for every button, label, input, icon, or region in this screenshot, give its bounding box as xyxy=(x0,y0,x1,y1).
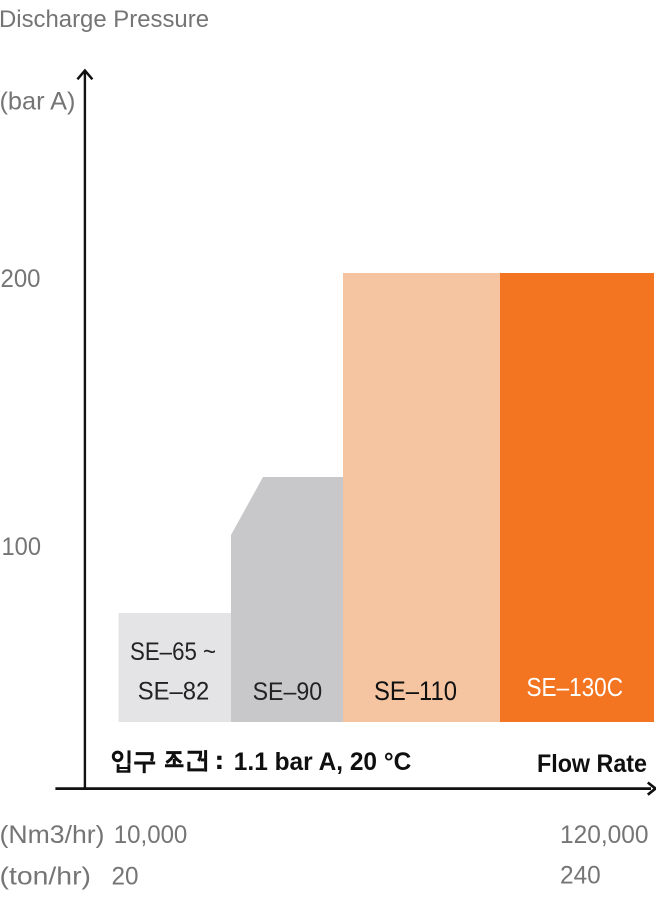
svg-text:SE–90: SE–90 xyxy=(253,678,323,706)
svg-text:Flow Rate: Flow Rate xyxy=(537,750,647,778)
svg-text:(bar A): (bar A) xyxy=(0,88,76,116)
svg-text:(ton/hr): (ton/hr) xyxy=(0,862,91,890)
svg-text:SE–130C: SE–130C xyxy=(527,672,624,702)
svg-text:100: 100 xyxy=(2,533,42,561)
svg-text:(Nm3/hr): (Nm3/hr) xyxy=(0,821,105,849)
svg-text:10,000: 10,000 xyxy=(114,821,188,849)
svg-text:SE–82: SE–82 xyxy=(138,678,210,706)
svg-text:20: 20 xyxy=(112,862,139,890)
svg-text:SE–110: SE–110 xyxy=(374,676,457,706)
svg-text:1.1 bar A, 20 °C: 1.1 bar A, 20 °C xyxy=(234,748,411,776)
svg-text:SE–65 ~: SE–65 ~ xyxy=(130,638,216,666)
svg-text:120,000: 120,000 xyxy=(560,821,649,849)
svg-text:240: 240 xyxy=(560,862,601,890)
svg-text:200: 200 xyxy=(1,265,41,293)
svg-text:Discharge Pressure: Discharge Pressure xyxy=(0,6,209,33)
